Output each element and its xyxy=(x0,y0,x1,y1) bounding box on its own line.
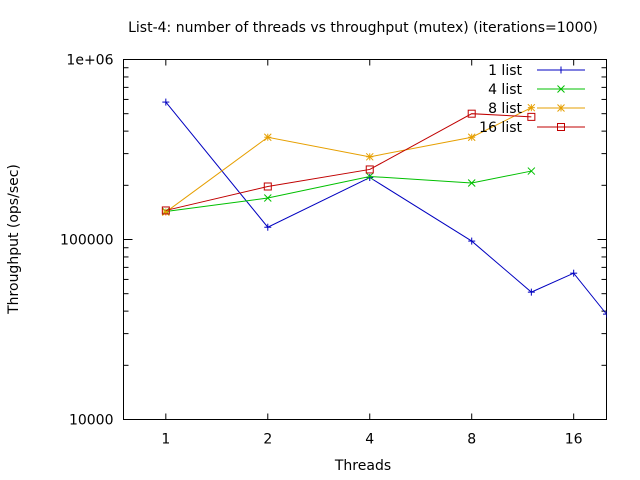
series-4-list xyxy=(161,167,536,216)
series-16-list xyxy=(161,109,536,215)
x-tick-label: 2 xyxy=(263,432,272,448)
series-layer xyxy=(161,98,607,318)
y-tick-label: 100000 xyxy=(60,233,113,249)
data-point xyxy=(365,172,374,181)
data-point xyxy=(264,223,272,231)
y-tick-label: 10000 xyxy=(69,413,114,429)
x-tick-label: 16 xyxy=(565,432,583,448)
legend-label: 16 list xyxy=(479,120,522,136)
data-point xyxy=(570,269,578,277)
legend-swatch-marker xyxy=(557,123,565,131)
axis-ticks: 1 2 4 8 16 10000 100000 1e+06 xyxy=(60,53,607,448)
data-point xyxy=(467,179,476,187)
data-point xyxy=(365,165,374,174)
data-point xyxy=(468,237,476,245)
data-point xyxy=(365,152,374,161)
data-point xyxy=(263,194,272,202)
series-line-8-list xyxy=(165,107,532,213)
data-point xyxy=(527,103,536,112)
series-line-16-list xyxy=(165,113,532,211)
data-point xyxy=(161,206,170,215)
legend-label: 1 list xyxy=(488,63,522,79)
series-line-4-list xyxy=(165,170,532,213)
data-point xyxy=(527,112,536,121)
chart-title: List-4: number of threads vs throughput … xyxy=(128,20,598,36)
y-axis-label: Throughput (ops/sec) xyxy=(6,164,22,315)
series-1-list xyxy=(162,98,607,318)
legend-swatch-marker xyxy=(557,104,565,112)
data-point xyxy=(467,109,476,118)
legend-label: 4 list xyxy=(488,82,522,98)
data-point xyxy=(162,98,170,106)
data-point xyxy=(527,288,535,296)
legend: 1 list 4 list 8 list 16 list xyxy=(479,63,585,136)
x-axis-label: Threads xyxy=(334,458,391,474)
x-tick-label: 8 xyxy=(467,432,476,448)
x-tick-label: 4 xyxy=(365,432,374,448)
y-tick-label: 1e+06 xyxy=(66,53,113,69)
legend-swatch-marker xyxy=(557,66,565,74)
data-point xyxy=(527,167,536,175)
data-point xyxy=(263,133,272,142)
legend-swatch-marker xyxy=(557,85,565,93)
data-point xyxy=(263,182,272,191)
data-point xyxy=(366,174,374,182)
legend-label: 8 list xyxy=(488,101,522,117)
data-point xyxy=(467,133,476,142)
x-tick-label: 1 xyxy=(161,432,170,448)
data-point xyxy=(603,310,607,318)
series-line-1-list xyxy=(165,101,607,315)
